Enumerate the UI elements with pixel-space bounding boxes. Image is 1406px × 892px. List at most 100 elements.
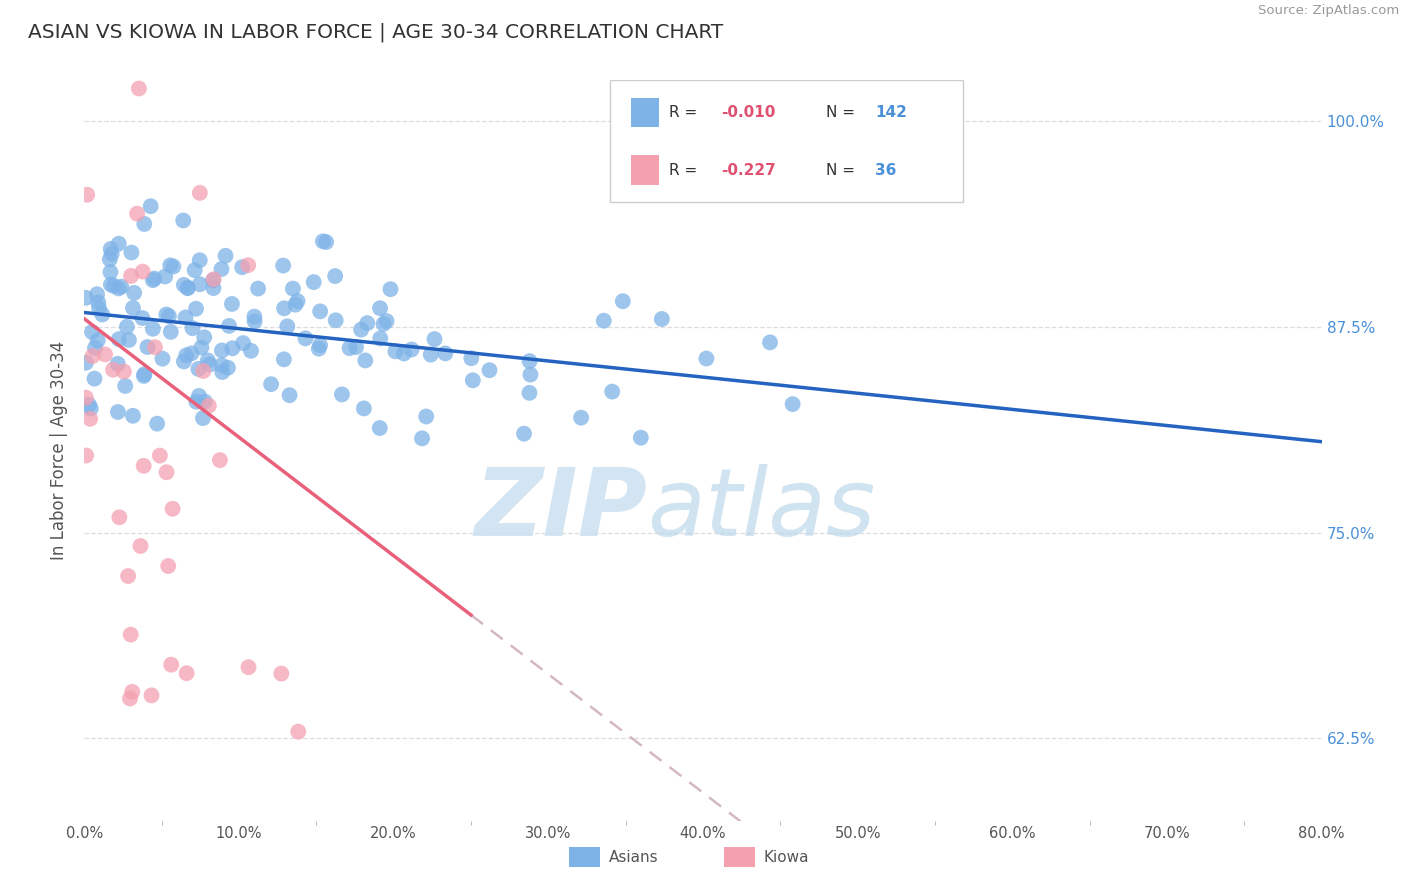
Text: Asians: Asians xyxy=(609,850,658,864)
Point xyxy=(152,351,174,366)
Point xyxy=(461,373,484,387)
Point xyxy=(278,388,301,402)
Text: N =: N = xyxy=(825,105,860,120)
Point xyxy=(368,331,391,345)
Point xyxy=(155,308,177,322)
Point xyxy=(240,343,263,358)
Point xyxy=(353,401,375,416)
Point xyxy=(162,501,184,516)
Point xyxy=(308,342,330,356)
Point xyxy=(759,335,782,350)
Point xyxy=(315,235,337,249)
Point xyxy=(221,341,243,355)
Point xyxy=(174,310,197,325)
FancyBboxPatch shape xyxy=(631,155,659,185)
Point xyxy=(155,465,177,479)
Point xyxy=(260,377,283,392)
Point xyxy=(202,281,225,295)
Point xyxy=(309,304,332,318)
Point xyxy=(122,301,145,315)
Point xyxy=(392,346,415,360)
Point xyxy=(630,431,652,445)
Point xyxy=(325,313,347,327)
Text: Kiowa: Kiowa xyxy=(763,850,808,864)
Point xyxy=(188,277,211,292)
Point xyxy=(211,358,233,372)
Point xyxy=(695,351,717,366)
Point xyxy=(86,334,108,348)
Point xyxy=(415,409,437,424)
Point xyxy=(184,301,207,316)
Point xyxy=(87,301,110,316)
Y-axis label: In Labor Force | Age 30-34: In Labor Force | Age 30-34 xyxy=(51,341,69,560)
Point xyxy=(344,340,367,354)
Point xyxy=(159,325,181,339)
Point xyxy=(273,301,295,316)
Point xyxy=(107,405,129,419)
Point xyxy=(513,426,536,441)
Point xyxy=(157,559,180,574)
Point xyxy=(198,399,221,413)
Point xyxy=(122,285,145,300)
Point xyxy=(190,341,212,355)
Point xyxy=(238,258,260,272)
Point xyxy=(238,660,260,674)
Point xyxy=(84,341,107,355)
Point xyxy=(281,282,304,296)
Point xyxy=(214,249,236,263)
Point xyxy=(188,253,211,268)
Point xyxy=(120,268,142,283)
Point xyxy=(134,217,156,231)
Point xyxy=(127,207,149,221)
Point xyxy=(309,338,332,352)
Point xyxy=(273,352,295,367)
Point xyxy=(180,346,202,360)
Text: 142: 142 xyxy=(876,105,907,120)
Point xyxy=(183,263,205,277)
Point xyxy=(247,281,270,295)
Point xyxy=(132,368,155,383)
Point xyxy=(77,398,100,412)
Point xyxy=(141,689,163,703)
Point xyxy=(83,371,105,385)
Point xyxy=(87,295,110,310)
Text: R =: R = xyxy=(669,162,702,178)
Point xyxy=(188,186,211,200)
Point xyxy=(221,297,243,311)
Point xyxy=(122,409,145,423)
Point xyxy=(368,421,391,435)
Point xyxy=(302,275,325,289)
Point xyxy=(107,281,129,295)
Point xyxy=(600,384,623,399)
Point xyxy=(217,360,239,375)
Point xyxy=(191,411,214,425)
Point xyxy=(80,401,103,416)
Point xyxy=(401,343,423,357)
Point xyxy=(569,410,592,425)
Point xyxy=(100,242,122,256)
Point xyxy=(146,417,169,431)
Point xyxy=(211,343,233,358)
Point xyxy=(284,298,307,312)
Point xyxy=(411,431,433,445)
Point xyxy=(107,236,129,251)
Point xyxy=(651,312,673,326)
Point xyxy=(294,331,316,345)
Point xyxy=(103,279,125,293)
Point xyxy=(114,379,136,393)
Point xyxy=(143,271,166,285)
Point xyxy=(211,365,233,379)
Point xyxy=(128,81,150,95)
Point xyxy=(91,308,114,322)
Point xyxy=(129,539,152,553)
Point xyxy=(193,330,215,344)
Point xyxy=(211,262,233,277)
Point xyxy=(139,199,162,213)
Text: -0.010: -0.010 xyxy=(721,105,775,120)
Point xyxy=(354,353,377,368)
Point xyxy=(276,319,298,334)
Point xyxy=(181,321,204,335)
Point xyxy=(94,347,117,361)
Point xyxy=(243,314,266,328)
Point xyxy=(434,346,457,360)
